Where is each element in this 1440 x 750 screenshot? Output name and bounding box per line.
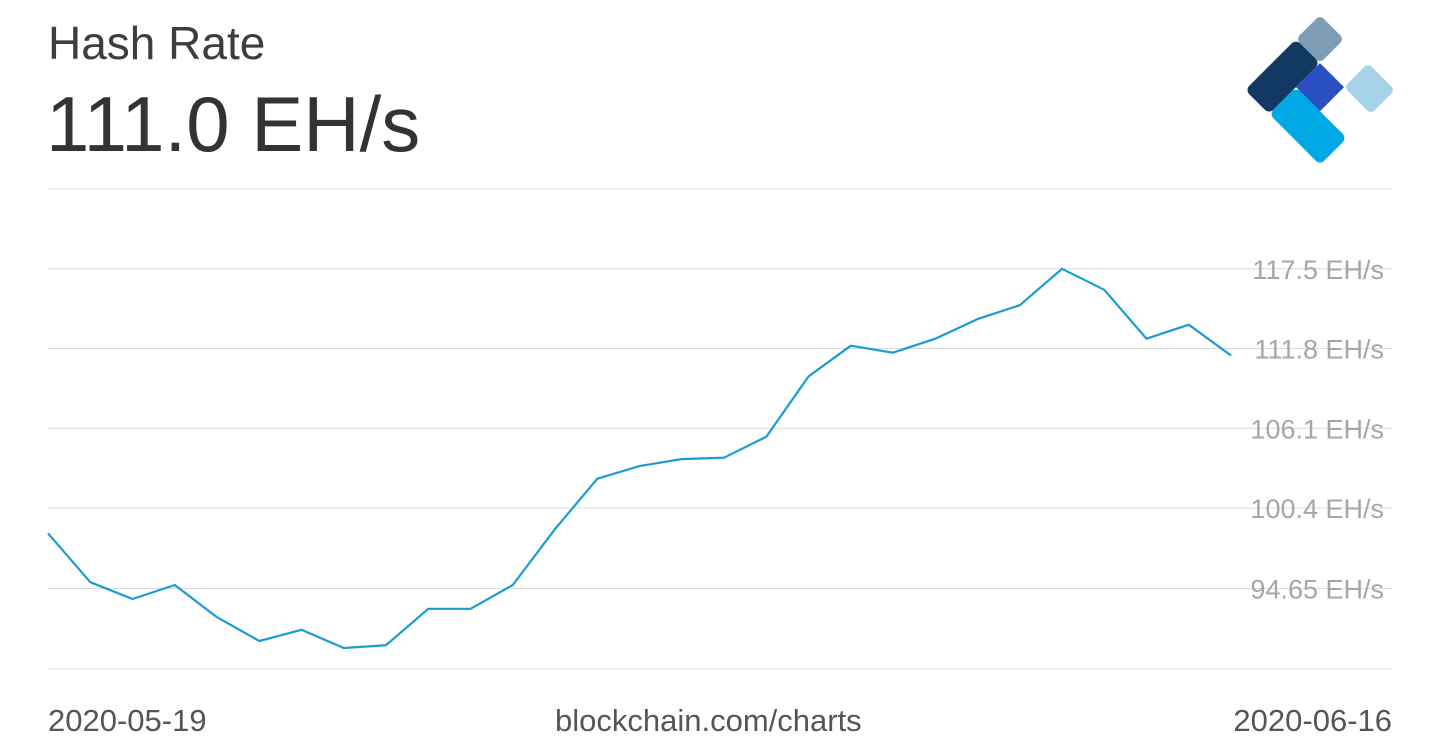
y-axis-ticks: 117.5 EH/s 111.8 EH/s 106.1 EH/s 100.4 EH/s… (1250, 255, 1384, 605)
source-link[interactable]: blockchain.com/charts (555, 703, 862, 738)
y-tick-label-1: 111.8 EH/s (1254, 335, 1384, 365)
current-hash-rate: 111.0 EH/s (46, 80, 421, 168)
blockchain-logo-icon (1247, 17, 1393, 163)
logo-tile-left (1247, 41, 1318, 112)
y-tick-label-0: 117.5 EH/s (1252, 255, 1384, 285)
y-tick-label-4: 94.65 EH/s (1250, 575, 1384, 605)
logo-tile-right (1346, 65, 1393, 112)
y-tick-label-2: 106.1 EH/s (1250, 414, 1384, 444)
x-axis-end-date: 2020-06-16 (1233, 703, 1392, 738)
hash-rate-series-line (47, 267, 1232, 650)
logo-tile-bottom (1271, 89, 1345, 163)
y-tick-label-3: 100.4 EH/s (1250, 494, 1384, 524)
x-axis-start-date: 2020-05-19 (48, 703, 207, 738)
logo-tile-top (1298, 17, 1342, 62)
chart-title: Hash Rate (48, 17, 266, 69)
chart-gridlines (48, 188, 1392, 670)
